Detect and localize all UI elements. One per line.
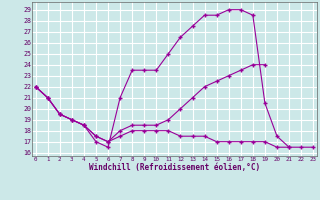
X-axis label: Windchill (Refroidissement éolien,°C): Windchill (Refroidissement éolien,°C) <box>89 163 260 172</box>
